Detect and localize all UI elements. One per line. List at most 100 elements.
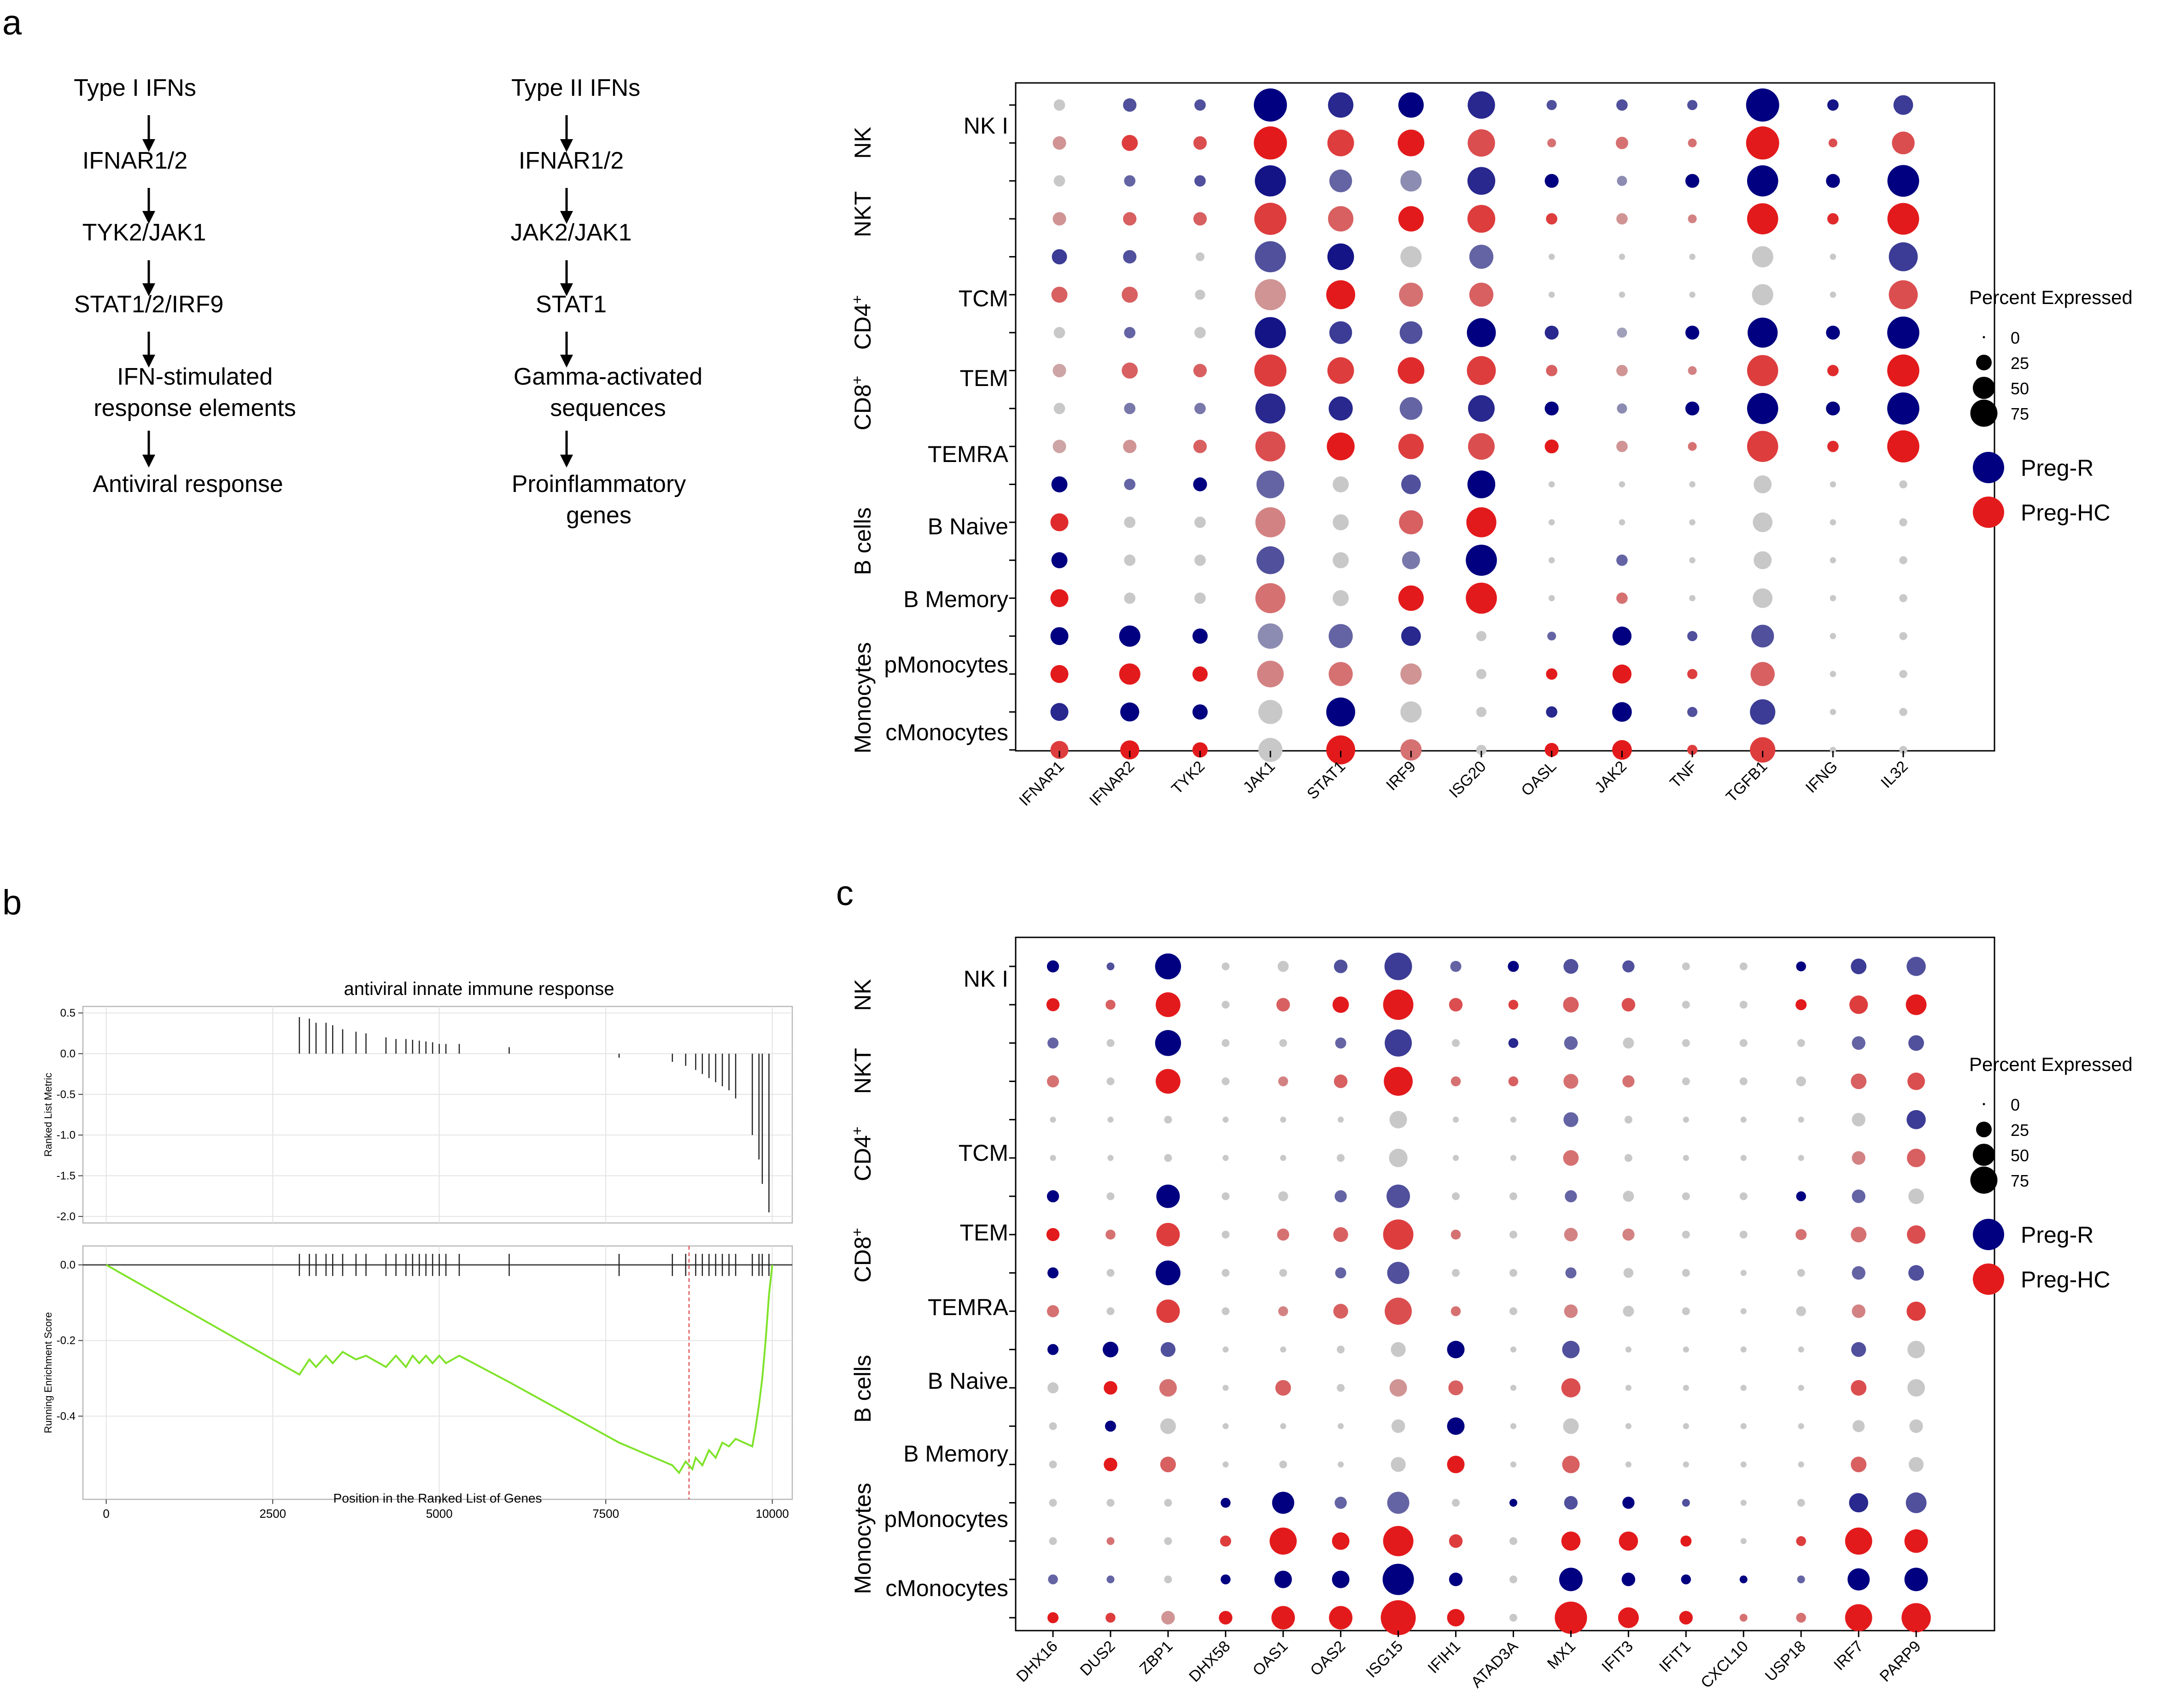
dot-dhx58-row4 (1222, 1117, 1229, 1123)
dot-jak1-row16 (1258, 700, 1283, 724)
dot-oasl-row7 (1546, 365, 1557, 376)
dot-zbp1-row1 (1155, 992, 1181, 1018)
dot-dhx16-row14 (1049, 1498, 1057, 1507)
dot-oas2-row15 (1332, 1532, 1350, 1550)
x-tick-label-atad3a: ATAD3A (1468, 1638, 1521, 1691)
dot-isg20-row5 (1469, 282, 1494, 307)
row-label-cmonocytes: cMonocytes (885, 719, 1008, 745)
dot-tgfb1-row10 (1754, 475, 1772, 494)
dot-jak2-row4 (1619, 253, 1626, 260)
dot-ifnar1-row7 (1053, 363, 1066, 378)
dot-tgfb1-row1 (1746, 126, 1779, 160)
row-label-pmonocytes: pMonocytes (884, 1506, 1008, 1532)
dot-irf7-row14 (1849, 1493, 1868, 1513)
x-tick-label-ifih1: IFIH1 (1425, 1638, 1464, 1677)
dot-ifnar1-row15 (1050, 665, 1069, 683)
x-tick-label-isg20: ISG20 (1446, 758, 1490, 801)
dot-stat1-row13 (1333, 590, 1349, 607)
dot-oas1-row9 (1278, 1306, 1288, 1316)
dot-irf9-row12 (1402, 551, 1420, 569)
dot-ifnar2-row3 (1123, 212, 1137, 226)
dot-dus2-row10 (1102, 1341, 1118, 1357)
x-tick-label-tnf: TNF (1667, 758, 1701, 792)
dot-oasl-row8 (1544, 401, 1559, 415)
dot-ifnar1-row8 (1053, 403, 1065, 415)
gsea-enrichment-curve (105, 1264, 773, 1474)
dot-atad3a-row4 (1510, 1117, 1517, 1123)
dot-tgfb1-row7 (1747, 355, 1778, 386)
row-label-b-memory: B Memory (903, 1441, 1008, 1467)
dot-dhx58-row16 (1221, 1574, 1231, 1585)
dot-oas2-row9 (1333, 1304, 1348, 1319)
dot-ifit1-row8 (1682, 1269, 1690, 1277)
dot-irf7-row2 (1852, 1036, 1866, 1050)
legend-size-dot (1983, 1103, 1985, 1106)
dot-ifnar1-row0 (1053, 99, 1065, 111)
dot-dhx58-row8 (1222, 1269, 1230, 1277)
dot-oas2-row12 (1338, 1423, 1344, 1429)
x-tick-label-zbp1: ZBP1 (1136, 1638, 1176, 1678)
dot-ifng-row10 (1830, 481, 1836, 488)
row-label-temra: TEMRA (928, 441, 1009, 467)
dot-il32-row15 (1899, 670, 1907, 679)
dot-isg20-row3 (1467, 205, 1496, 233)
dot-atad3a-row0 (1508, 960, 1519, 972)
gsea-bottom-ytick-label: 0.0 (60, 1259, 76, 1271)
row-label-tcm: TCM (959, 1140, 1008, 1166)
pathway-type-ii: Type II IFNs IFNAR1/2 JAK2/JAK1 STAT1 Gamma-… (510, 75, 702, 529)
dot-stat1-row12 (1333, 552, 1349, 568)
dot-zbp1-row15 (1164, 1537, 1172, 1545)
dot-mx1-row2 (1564, 1036, 1578, 1050)
dot-tgfb1-row8 (1747, 393, 1778, 424)
dot-jak1-row2 (1255, 165, 1286, 197)
dot-parp9-row3 (1907, 1072, 1925, 1090)
x-tick-label-ifit1: IFIT1 (1656, 1638, 1694, 1676)
gsea-top-ytick-label: -0.5 (57, 1088, 76, 1101)
dot-tyk2-row15 (1192, 666, 1208, 682)
dot-mx1-row1 (1563, 997, 1579, 1013)
dot-dus2-row2 (1106, 1039, 1115, 1047)
x-tick-label-oas2: OAS2 (1307, 1638, 1349, 1679)
dot-ifih1-row14 (1452, 1498, 1460, 1507)
dot-ifng-row6 (1826, 326, 1840, 340)
dot-isg15-row8 (1387, 1262, 1409, 1284)
dot-oas2-row11 (1337, 1384, 1345, 1392)
dot-oasl-row5 (1548, 292, 1555, 298)
dot-il32-row14 (1899, 632, 1907, 640)
row-group-cd8: CD8+ (849, 1228, 876, 1283)
row-group-text: CD4 (850, 304, 876, 350)
dot-ifit3-row12 (1625, 1423, 1632, 1429)
dot-ifng-row14 (1830, 633, 1836, 639)
legend-size-label: 25 (2011, 354, 2029, 373)
dot-atad3a-row8 (1509, 1269, 1517, 1277)
dot-isg20-row0 (1468, 91, 1495, 119)
gsea-top-ytick-label: 0.0 (60, 1047, 76, 1060)
dot-dus2-row3 (1106, 1077, 1115, 1086)
dot-ifit3-row15 (1619, 1531, 1638, 1551)
dot-mx1-row17 (1555, 1601, 1587, 1634)
dot-isg15-row3 (1384, 1067, 1413, 1096)
dot-irf7-row9 (1852, 1304, 1866, 1318)
x-tick-label-dus2: DUS2 (1077, 1638, 1119, 1679)
dot-tyk2-row13 (1194, 592, 1206, 604)
row-group-sup: + (849, 376, 866, 385)
dot-ifih1-row4 (1452, 1117, 1459, 1123)
dot-ifit1-row15 (1680, 1535, 1692, 1547)
dot-zbp1-row11 (1159, 1379, 1177, 1397)
dot-tyk2-row2 (1194, 175, 1206, 187)
dot-isg20-row1 (1468, 129, 1495, 157)
dot-ifng-row1 (1828, 138, 1837, 147)
dot-oas1-row13 (1279, 1460, 1287, 1468)
dot-ifnar2-row1 (1122, 135, 1138, 151)
dot-isg20-row2 (1467, 167, 1496, 195)
pathway-step-text: TYK2/JAK1 (82, 219, 206, 246)
legend-group-dot (1973, 1263, 2004, 1295)
dot-ifih1-row16 (1449, 1573, 1463, 1586)
dot-dus2-row11 (1104, 1381, 1117, 1395)
row-label-nk-i: NK I (964, 966, 1008, 992)
dot-il32-row3 (1887, 203, 1919, 235)
dot-isg15-row5 (1389, 1148, 1408, 1167)
dot-ifnar1-row10 (1051, 476, 1068, 492)
dot-jak1-row14 (1257, 623, 1283, 649)
pathway-arrowhead (142, 139, 155, 152)
